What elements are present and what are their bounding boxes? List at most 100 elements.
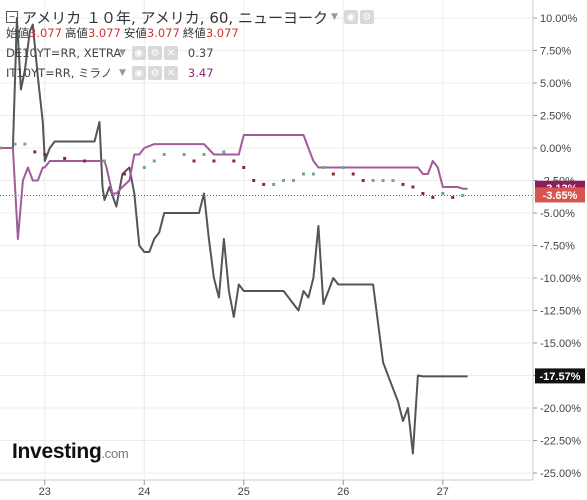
collapse-icon[interactable]: − xyxy=(6,11,18,23)
y-axis: 10.00%7.50%5.00%2.50%0.00%-2.50%-5.00%-7… xyxy=(533,13,581,480)
y-tick-label: -15.00% xyxy=(540,338,581,350)
candle-mark xyxy=(451,195,455,199)
last-value-badge xyxy=(535,187,585,203)
legend-controls: ◉ ⚙ xyxy=(343,10,374,24)
candle-mark xyxy=(282,179,286,182)
candle-mark xyxy=(122,172,126,176)
candle-mark xyxy=(23,142,27,146)
x-tick-label: 26 xyxy=(337,486,349,498)
last-value-label: -17.57% xyxy=(540,371,581,383)
logo-main: Investing xyxy=(12,440,102,463)
candle-mark xyxy=(13,142,17,146)
candle-mark xyxy=(431,195,435,199)
y-tick-label: 5.00% xyxy=(540,78,571,90)
eye-icon[interactable]: ◉ xyxy=(131,46,146,60)
legend-title: アメリカ １０年, アメリカ, 60, ニューヨーク xyxy=(22,8,328,27)
y-tick-label: -12.50% xyxy=(540,306,581,318)
ohlc-row: 始値 3.077 高値 3.077 安値 3.077 終値 3.077 xyxy=(6,24,374,42)
indicator-name-it: IT10YT=RR, ミラノ xyxy=(6,66,113,80)
candle-mark xyxy=(311,172,315,176)
ohlc-open-label: 始値 xyxy=(6,26,29,40)
candle-mark xyxy=(272,182,276,186)
candle-mark xyxy=(102,159,106,163)
indicator-name-de: DE10YT=RR, XETRA xyxy=(6,46,122,60)
candle-mark xyxy=(391,179,395,182)
gear-icon[interactable]: ⚙ xyxy=(147,66,162,80)
y-tick-label: -25.00% xyxy=(540,468,581,480)
candle-mark xyxy=(361,179,365,182)
chevron-down-icon[interactable]: ▼ xyxy=(119,48,126,58)
candle-mark xyxy=(262,182,266,186)
eye-icon[interactable]: ◉ xyxy=(131,66,146,80)
candle-mark xyxy=(0,146,2,150)
series-line-it xyxy=(0,134,468,240)
candle-mark xyxy=(301,172,305,176)
legend-title-row: − アメリカ １０年, アメリカ, 60, ニューヨーク ▼ ◉ ⚙ xyxy=(6,8,374,27)
candle-mark xyxy=(461,193,465,197)
series-line-de xyxy=(0,17,468,455)
candle-mark xyxy=(202,153,206,156)
x-tick-label: 27 xyxy=(437,486,449,498)
indicator-row-it: IT10YT=RR, ミラノ ▼ ◉ ⚙ ✕ 3.47 xyxy=(6,64,374,82)
indicator-controls-de: ◉ ⚙ ✕ xyxy=(131,46,178,60)
indicator-value-de: 0.37 xyxy=(187,46,214,60)
x-tick-label: 23 xyxy=(39,486,51,498)
candle-mark xyxy=(192,159,196,163)
candle-mark xyxy=(63,156,67,160)
close-icon[interactable]: ✕ xyxy=(163,46,178,60)
candle-mark xyxy=(421,192,425,195)
candle-mark xyxy=(162,153,166,156)
y-tick-label: -10.00% xyxy=(540,273,581,285)
close-icon[interactable]: ✕ xyxy=(163,66,178,80)
y-tick-label: 7.50% xyxy=(540,46,571,58)
ohlc-high-value: 3.077 xyxy=(87,26,121,40)
candle-mark xyxy=(33,150,37,154)
candle-mark xyxy=(242,166,246,169)
candle-mark xyxy=(252,179,256,182)
y-tick-label: -20.00% xyxy=(540,403,581,415)
chevron-down-icon[interactable]: ▼ xyxy=(119,68,126,78)
gear-icon[interactable]: ⚙ xyxy=(147,46,162,60)
ohlc-low-value: 3.077 xyxy=(146,26,180,40)
investing-logo: Investing.com xyxy=(12,440,129,464)
ohlc-open-value: 3.077 xyxy=(29,26,62,40)
candle-mark xyxy=(371,179,375,182)
ohlc-close-value: 3.077 xyxy=(205,26,239,40)
y-tick-label: -7.50% xyxy=(540,241,575,253)
y-tick-label: 2.50% xyxy=(540,111,571,123)
indicator-row-de: DE10YT=RR, XETRA ▼ ◉ ⚙ ✕ 0.37 xyxy=(6,44,374,62)
eye-icon[interactable]: ◉ xyxy=(343,10,358,24)
candle-mark xyxy=(441,192,445,195)
candle-mark xyxy=(292,179,296,182)
last-value-labels: -17.57%-3.13%-3.65% xyxy=(535,180,585,384)
candle-mark xyxy=(401,182,405,186)
y-tick-label: 10.00% xyxy=(540,13,578,25)
last-value-label: -3.65% xyxy=(543,190,578,202)
logo-suffix: .com xyxy=(101,446,129,461)
candle-mark xyxy=(152,159,156,163)
candle-mark xyxy=(142,166,146,169)
candle-mark xyxy=(232,159,236,163)
candle-mark xyxy=(182,153,186,156)
indicator-value-it: 3.47 xyxy=(187,66,214,80)
x-tick-label: 25 xyxy=(238,486,250,498)
ohlc-close-label: 終値 xyxy=(182,26,206,40)
y-tick-label: 0.00% xyxy=(540,143,571,155)
ohlc-high-label: 高値 xyxy=(64,26,88,40)
chevron-down-icon[interactable]: ▼ xyxy=(330,12,338,22)
last-value-badge xyxy=(535,368,585,384)
indicator-controls-it: ◉ ⚙ ✕ xyxy=(131,66,178,80)
gear-icon[interactable]: ⚙ xyxy=(359,10,374,24)
y-tick-label: -22.50% xyxy=(540,436,581,448)
candle-mark xyxy=(321,166,325,169)
x-tick-label: 24 xyxy=(138,486,150,498)
candle-mark xyxy=(381,179,385,182)
series-layer xyxy=(0,17,468,455)
candle-mark xyxy=(222,150,226,154)
candle-mark xyxy=(331,172,335,176)
chart-legend: − アメリカ １０年, アメリカ, 60, ニューヨーク ▼ ◉ ⚙ 始値 3.… xyxy=(6,8,374,82)
y-tick-label: -5.00% xyxy=(540,208,575,220)
candle-mark xyxy=(351,172,355,176)
candle-mark xyxy=(43,153,47,156)
